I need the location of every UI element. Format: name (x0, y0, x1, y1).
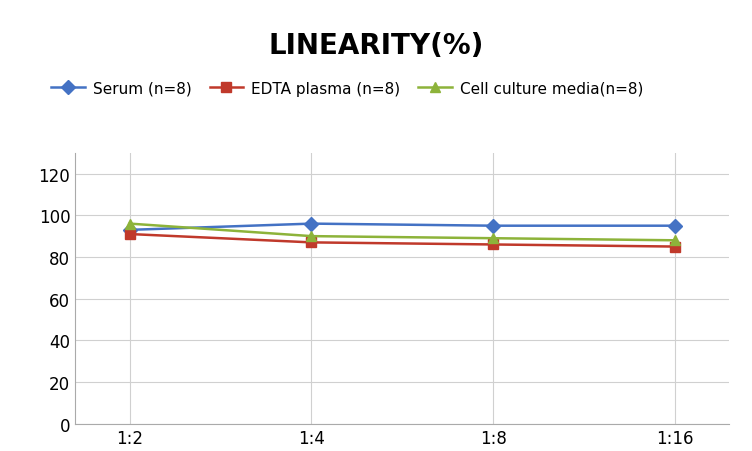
Cell culture media(n=8) (489, 236, 498, 241)
Line: Cell culture media(n=8): Cell culture media(n=8) (125, 219, 680, 246)
Cell culture media(n=8) (671, 238, 680, 244)
Text: LINEARITY(%): LINEARITY(%) (268, 32, 484, 60)
Serum (n=8) (671, 224, 680, 229)
EDTA plasma (n=8) (307, 240, 316, 245)
Cell culture media(n=8) (125, 221, 134, 227)
Line: EDTA plasma (n=8): EDTA plasma (n=8) (125, 230, 680, 252)
EDTA plasma (n=8) (671, 244, 680, 250)
Line: Serum (n=8): Serum (n=8) (125, 219, 680, 235)
Cell culture media(n=8) (307, 234, 316, 239)
EDTA plasma (n=8) (125, 232, 134, 237)
Serum (n=8) (125, 228, 134, 233)
Serum (n=8) (489, 224, 498, 229)
EDTA plasma (n=8) (489, 242, 498, 248)
Serum (n=8) (307, 221, 316, 227)
Legend: Serum (n=8), EDTA plasma (n=8), Cell culture media(n=8): Serum (n=8), EDTA plasma (n=8), Cell cul… (45, 75, 649, 102)
